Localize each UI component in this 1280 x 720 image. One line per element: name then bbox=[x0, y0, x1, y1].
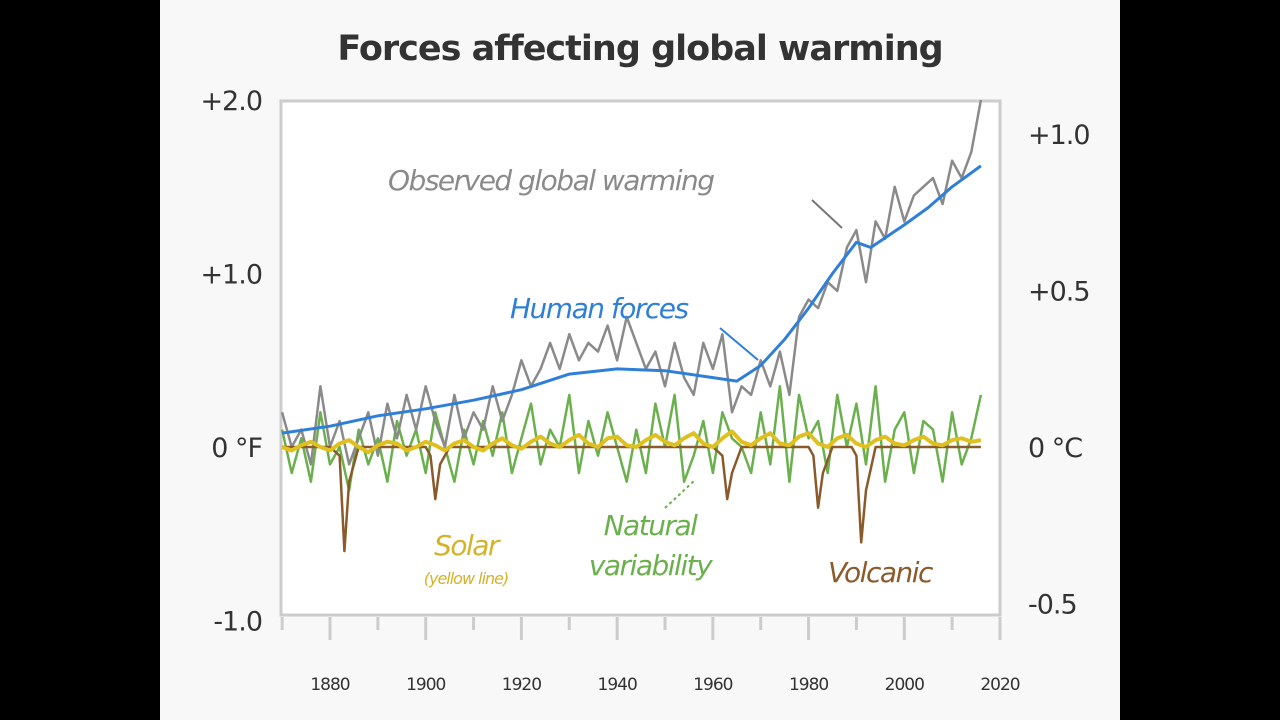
annotation-natural: Natural bbox=[604, 509, 698, 542]
chart-title: Forces affecting global warming bbox=[337, 29, 942, 69]
annotation-volcanic: Volcanic bbox=[828, 556, 934, 589]
x-tick-label: 1980 bbox=[789, 675, 828, 695]
x-tick-label: 1900 bbox=[406, 675, 445, 695]
y-left-tick-label: 0 °F bbox=[211, 433, 262, 464]
y-right-tick-label: -0.5 bbox=[1028, 590, 1077, 621]
annotation-solar-sub: (yellow line) bbox=[424, 569, 509, 588]
y-left-tick-label: +2.0 bbox=[200, 86, 262, 117]
y-left-tick-label: -1.0 bbox=[213, 607, 262, 638]
series-observed-global-warming bbox=[280, 99, 983, 466]
series-volcanic bbox=[282, 445, 981, 553]
y-right-tick-label: 0 °C bbox=[1028, 433, 1082, 464]
annotation-solar: Solar bbox=[434, 529, 501, 562]
natural-pointer bbox=[664, 479, 696, 509]
x-tick-label: 1940 bbox=[598, 675, 637, 695]
x-tick-label: 2000 bbox=[885, 675, 924, 695]
annotation-observed: Observed global warming bbox=[388, 164, 714, 197]
x-tick-label: 1920 bbox=[502, 675, 541, 695]
y-left-tick-label: +1.0 bbox=[200, 260, 262, 291]
x-tick-label: 1960 bbox=[693, 675, 732, 695]
plot-area bbox=[279, 99, 1002, 617]
y-right-tick-label: +1.0 bbox=[1028, 120, 1090, 151]
human-pointer bbox=[719, 327, 759, 361]
y-right-tick-label: +0.5 bbox=[1028, 277, 1090, 308]
x-tick-label: 1880 bbox=[310, 675, 349, 695]
series-human-forces bbox=[281, 164, 982, 435]
annotation-human: Human forces bbox=[510, 292, 689, 325]
annotation-variability: variability bbox=[589, 549, 713, 582]
series-solar bbox=[281, 429, 982, 455]
x-tick-label: 2020 bbox=[980, 675, 1019, 695]
observed-pointer bbox=[811, 199, 843, 229]
